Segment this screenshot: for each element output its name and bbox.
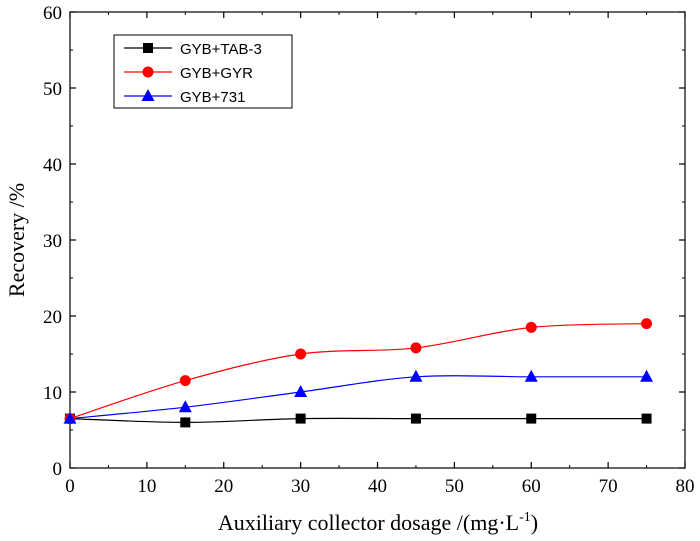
x-tick-label: 50 <box>445 476 464 497</box>
y-tick-label: 60 <box>43 3 62 24</box>
axis-ticks: 0 10 20 30 40 50 60 70 80 0 10 20 30 40 50 60 <box>43 3 695 497</box>
y-tick-label: 40 <box>43 155 62 176</box>
legend-label-2: GYB+731 <box>180 89 245 106</box>
data-point-1 <box>410 342 422 354</box>
data-point-1 <box>179 375 191 387</box>
y-tick-label: 10 <box>43 383 62 404</box>
x-tick-label: 70 <box>599 476 618 497</box>
x-tick-label: 30 <box>291 476 310 497</box>
legend-marker-1 <box>142 66 154 78</box>
legend-marker-2 <box>141 89 155 101</box>
y-tick-label: 20 <box>43 307 62 328</box>
series-line-1 <box>69 323 647 420</box>
legend-label-1: GYB+GYR <box>180 65 253 82</box>
data-point-0 <box>526 413 537 424</box>
data-point-0 <box>410 413 421 424</box>
data-point-1 <box>295 348 307 360</box>
series-line-0 <box>69 417 647 424</box>
y-tick-label: 0 <box>53 459 63 480</box>
x-tick-label: 20 <box>214 476 233 497</box>
legend-marker-0 <box>143 43 153 53</box>
x-tick-label: 80 <box>676 476 695 497</box>
data-point-1 <box>641 318 653 330</box>
y-tick-label: 50 <box>43 79 62 100</box>
data-point-2 <box>409 369 423 382</box>
y-tick-label: 30 <box>43 231 62 252</box>
data-point-2 <box>63 411 77 424</box>
x-axis-title-main: Auxiliary collector dosage /(mg·L <box>218 510 519 535</box>
x-axis-title: Auxiliary collector dosage /(mg·L-1) <box>218 510 538 535</box>
x-tick-label: 40 <box>368 476 387 497</box>
x-tick-label: 60 <box>522 476 541 497</box>
series-layer <box>63 318 654 428</box>
legend: GYB+TAB-3 GYB+GYR GYB+731 <box>113 34 293 109</box>
x-axis-title-superscript: -1 <box>519 510 531 525</box>
x-tick-label: 10 <box>137 476 156 497</box>
data-point-0 <box>180 417 191 428</box>
data-point-1 <box>525 321 537 333</box>
y-axis-title: Recovery /% <box>4 183 29 297</box>
data-point-2 <box>524 369 538 382</box>
data-point-2 <box>178 400 192 413</box>
data-point-0 <box>641 413 652 424</box>
series-line-2 <box>69 375 647 420</box>
legend-label-0: GYB+TAB-3 <box>180 41 262 58</box>
data-point-0 <box>295 413 306 424</box>
data-point-2 <box>640 369 654 382</box>
x-axis-title-suffix: ) <box>531 510 538 535</box>
data-point-2 <box>294 385 308 397</box>
x-tick-label: 0 <box>65 476 75 497</box>
